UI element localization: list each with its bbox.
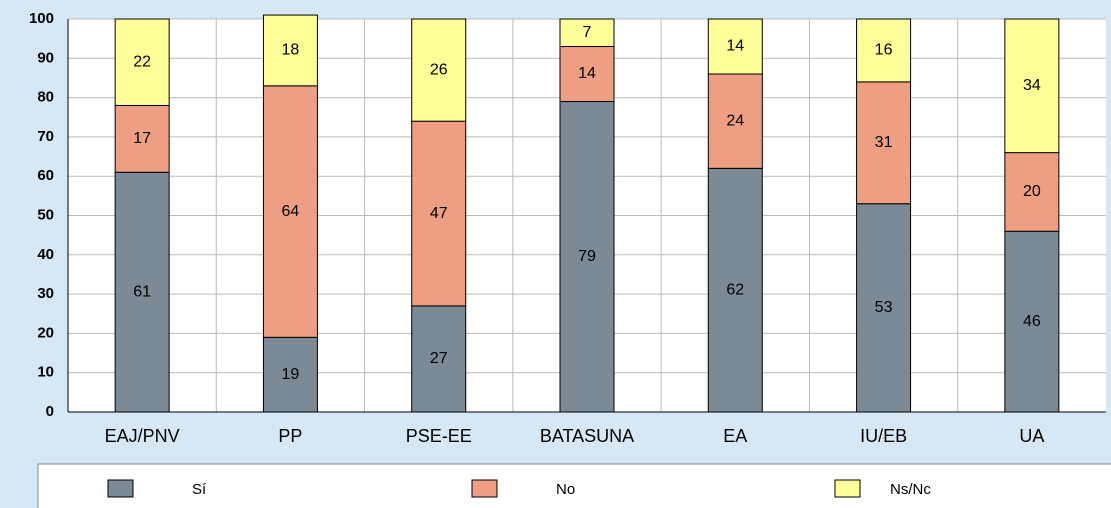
bar-segment [559, 18, 615, 48]
data-label: 20 [1023, 183, 1041, 200]
bar-segment [1004, 152, 1060, 232]
legend-label: Ns/Nc [890, 481, 931, 498]
data-label: 7 [583, 24, 592, 41]
y-tick-label: 20 [37, 324, 54, 341]
legend-swatch [471, 479, 498, 498]
bar-segment [1004, 230, 1060, 413]
y-tick-label: 10 [37, 364, 54, 381]
legend-box [37, 463, 1111, 508]
bar-segment [114, 171, 170, 413]
bar-segment [262, 85, 318, 338]
x-tick-label: EA [723, 426, 747, 446]
data-label: 18 [282, 42, 300, 59]
data-label: 14 [726, 38, 744, 55]
bar-segment [856, 203, 912, 413]
y-tick-label: 70 [37, 128, 54, 145]
x-tick-label: PSE-EE [406, 426, 472, 446]
x-tick-label: BATASUNA [540, 426, 634, 446]
y-tick-label: 40 [37, 246, 54, 263]
data-label: 46 [1023, 313, 1041, 330]
y-tick-label: 0 [46, 403, 54, 420]
y-tick-label: 80 [37, 89, 54, 106]
bar-segment [707, 18, 763, 75]
data-label: 61 [133, 283, 151, 300]
bar-segment [1004, 18, 1060, 154]
bar-segment [411, 120, 467, 307]
data-label: 19 [282, 366, 300, 383]
bar-segment [262, 336, 318, 413]
bar-segment [707, 73, 763, 169]
x-tick-label: UA [1019, 426, 1044, 446]
data-label: 26 [430, 61, 448, 78]
y-tick-label: 60 [37, 167, 54, 184]
y-tick-label: 90 [37, 49, 54, 66]
bar-segment [559, 46, 615, 103]
legend-swatch [834, 479, 861, 498]
data-label: 31 [875, 134, 893, 151]
data-label: 17 [133, 130, 151, 147]
data-label: 14 [578, 65, 596, 82]
data-label: 24 [726, 112, 744, 129]
bar-segment [559, 101, 615, 413]
legend-swatch [107, 479, 134, 498]
data-label: 47 [430, 205, 448, 222]
bar-segment [411, 305, 467, 413]
data-label: 27 [430, 350, 448, 367]
bar-segment [114, 104, 170, 173]
legend-label: No [556, 481, 575, 498]
data-label: 34 [1023, 77, 1041, 94]
y-tick-label: 30 [37, 285, 54, 302]
data-label: 79 [578, 248, 596, 265]
data-label: 53 [875, 299, 893, 316]
x-tick-label: PP [278, 426, 302, 446]
data-label: 64 [282, 203, 300, 220]
bar-segment [262, 14, 318, 87]
x-tick-label: IU/EB [860, 426, 907, 446]
x-tick-label: EAJ/PNV [105, 426, 180, 446]
y-tick-label: 50 [37, 206, 54, 223]
bar-segment [411, 18, 467, 122]
y-tick-label: 100 [29, 10, 54, 27]
bar-segment [856, 18, 912, 83]
data-label: 16 [875, 42, 893, 59]
bar-segment [114, 18, 170, 106]
bar-segment [707, 167, 763, 413]
data-label: 62 [726, 281, 744, 298]
bar-segment [856, 81, 912, 205]
legend-label: Sí [192, 481, 207, 498]
data-label: 22 [133, 53, 151, 70]
